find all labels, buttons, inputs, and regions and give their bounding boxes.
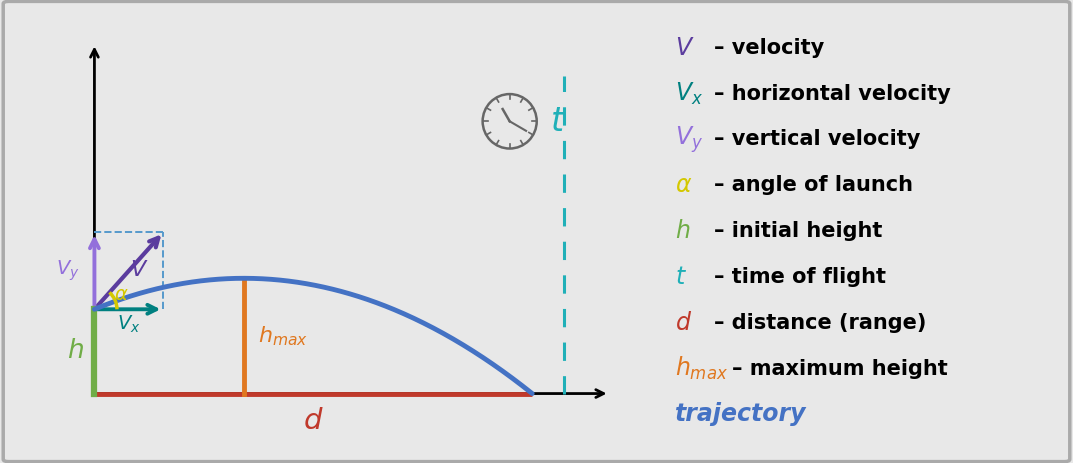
Text: $V_x$: $V_x$ <box>117 314 141 336</box>
Text: – angle of launch: – angle of launch <box>714 175 913 195</box>
Text: $d$: $d$ <box>675 311 692 335</box>
Text: – velocity: – velocity <box>714 38 824 58</box>
Text: – time of flight: – time of flight <box>714 267 886 287</box>
Text: $V_y$: $V_y$ <box>675 124 703 155</box>
Text: $h$: $h$ <box>67 338 84 364</box>
Text: – distance (range): – distance (range) <box>714 313 926 333</box>
Text: $t$: $t$ <box>550 105 567 138</box>
Text: $h$: $h$ <box>675 219 691 243</box>
Text: $\alpha$: $\alpha$ <box>675 173 692 197</box>
Text: $V$: $V$ <box>675 36 694 60</box>
Text: $h_{max}$: $h_{max}$ <box>259 324 308 348</box>
Text: $h_{max}$: $h_{max}$ <box>675 355 729 382</box>
Text: $t$: $t$ <box>675 265 687 289</box>
Text: – initial height: – initial height <box>714 221 882 241</box>
Text: $V_x$: $V_x$ <box>675 81 703 106</box>
Text: – horizontal velocity: – horizontal velocity <box>714 83 951 104</box>
Text: $d$: $d$ <box>303 407 324 435</box>
Text: $V$: $V$ <box>130 260 149 280</box>
Text: trajectory: trajectory <box>675 402 807 426</box>
Text: $V_y$: $V_y$ <box>56 258 79 283</box>
Text: $\alpha$: $\alpha$ <box>114 285 129 304</box>
Text: – maximum height: – maximum height <box>732 358 947 379</box>
Text: – vertical velocity: – vertical velocity <box>714 129 921 150</box>
